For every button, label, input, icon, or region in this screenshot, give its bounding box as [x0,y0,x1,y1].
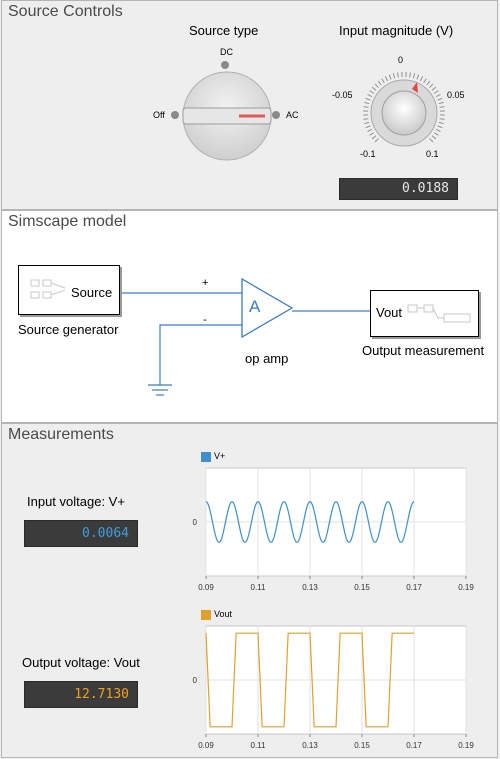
knob-tick-mark [364,119,369,120]
x-tick-label: 0.17 [406,741,422,750]
x-tick-label: 0.13 [302,741,318,750]
knob-tick-mark [366,98,371,100]
source-block-caption: Source generator [18,322,118,337]
knob-tick-mark [429,138,433,142]
x-tick-label: 0.11 [251,583,267,592]
knob-tick-mark [432,136,436,139]
knob-tick-mark [375,84,379,88]
source-generator-block[interactable]: Source [18,265,120,315]
knob-tick-minus-01: -0.1 [360,149,376,159]
knob-tick-mark [370,133,374,136]
measurements-panel: Measurements Input voltage: V+ 0.0064 Ou… [1,423,498,758]
knob-tick-mark [378,81,381,85]
vout-block-mini-diagram-icon [406,299,474,327]
input-magnitude-knob[interactable] [354,63,454,163]
vout-legend-swatch [201,610,211,620]
vout-block-caption: Output measurement [362,343,484,358]
x-tick-label: 0.13 [302,583,318,592]
vout-block-label: Vout [376,305,402,320]
knob-tick-mark [434,91,438,94]
knob-tick-mark [436,94,440,96]
opamp-symbol[interactable]: A [249,297,260,317]
x-tick-label: 0.09 [198,583,214,592]
knob-tick-mark [413,73,414,78]
measurements-title: Measurements [8,426,114,444]
knob-tick-mark [436,129,440,131]
knob-tick-mark [439,122,444,123]
y-tick-label: 0 [193,676,198,685]
input-voltage-label: Input voltage: V+ [27,494,125,509]
knob-tick-mark [367,129,371,131]
vplus-legend-swatch [201,452,211,462]
source-block-mini-diagram-icon [29,276,69,304]
x-tick-label: 0.15 [354,583,370,592]
knob-tick-mark [364,122,369,123]
knob-tick-mark [438,126,443,128]
source-controls-title: Source Controls [8,3,123,21]
opamp-caption: op amp [245,351,288,366]
knob-tick-mark [417,75,419,80]
dc-option-label[interactable]: DC [220,47,233,57]
x-tick-label: 0.09 [198,741,214,750]
knob-tick-0: 0 [398,55,403,65]
x-tick-label: 0.19 [458,583,474,592]
knob-tick-mark [375,138,379,142]
output-voltage-label: Output voltage: Vout [22,655,140,670]
knob-tick-mark [366,126,371,128]
input-voltage-chart: 0.09 0.11 0.13 0.15 0.17 0.19 0 [172,464,492,594]
knob-tick-mark [364,107,369,108]
opamp-plus-label: + [202,277,208,289]
knob-tick-mark [440,119,445,120]
vout-legend-label: Vout [214,609,232,619]
knob-tick-mark [432,87,436,90]
knob-tick-plus-01: 0.1 [426,149,439,159]
knob-tick-mark [438,98,443,100]
knob-tick-minus-005: -0.05 [332,90,353,100]
knob-tick-mark [398,73,399,78]
x-tick-label: 0.15 [354,741,370,750]
source-block-label: Source [71,285,112,300]
knob-tick-mark [420,76,422,80]
simscape-model-panel: Simscape model Source Source generator +… [1,210,498,423]
knob-tick-mark [382,79,385,83]
input-voltage-display: 0.0064 [24,520,138,547]
input-magnitude-label: Input magnitude (V) [339,23,453,38]
source-controls-panel: Source Controls Source type DC Off AC In… [1,0,498,210]
x-tick-label: 0.17 [406,583,422,592]
knob-tick-mark [372,87,376,90]
knob-tick-mark [389,75,391,80]
x-tick-label: 0.19 [458,741,474,750]
knob-tick-mark [427,81,430,85]
knob-tick-mark [385,76,387,80]
knob-tick-mark [410,73,411,78]
source-type-rotary-switch[interactable] [177,66,277,166]
knob-tick-mark [367,94,371,96]
knob-tick-mark [372,136,376,139]
opamp-minus-label: - [203,314,207,326]
y-tick-label: 0 [193,518,198,527]
off-option-label[interactable]: Off [153,110,165,120]
vplus-legend-label: V+ [214,451,225,461]
x-tick-label: 0.11 [251,741,267,750]
input-magnitude-display: 0.0188 [339,178,458,200]
knob-tick-mark [393,73,394,78]
knob-tick-mark [440,107,445,108]
knob-tick-mark [434,133,438,136]
output-voltage-chart: 0.09 0.11 0.13 0.15 0.17 0.19 0 [172,622,492,752]
output-voltage-display: 12.7130 [24,681,138,708]
knob-tick-mark [429,84,433,88]
source-type-label: Source type [189,23,258,38]
output-measurement-block[interactable]: Vout [370,290,479,337]
knob-tick-mark [424,79,427,83]
knob-tick-mark [364,102,369,103]
knob-tick-plus-005: 0.05 [447,90,465,100]
knob-tick-mark [370,91,374,94]
ac-option-label[interactable]: AC [286,110,299,120]
knob-tick-mark [439,102,444,103]
